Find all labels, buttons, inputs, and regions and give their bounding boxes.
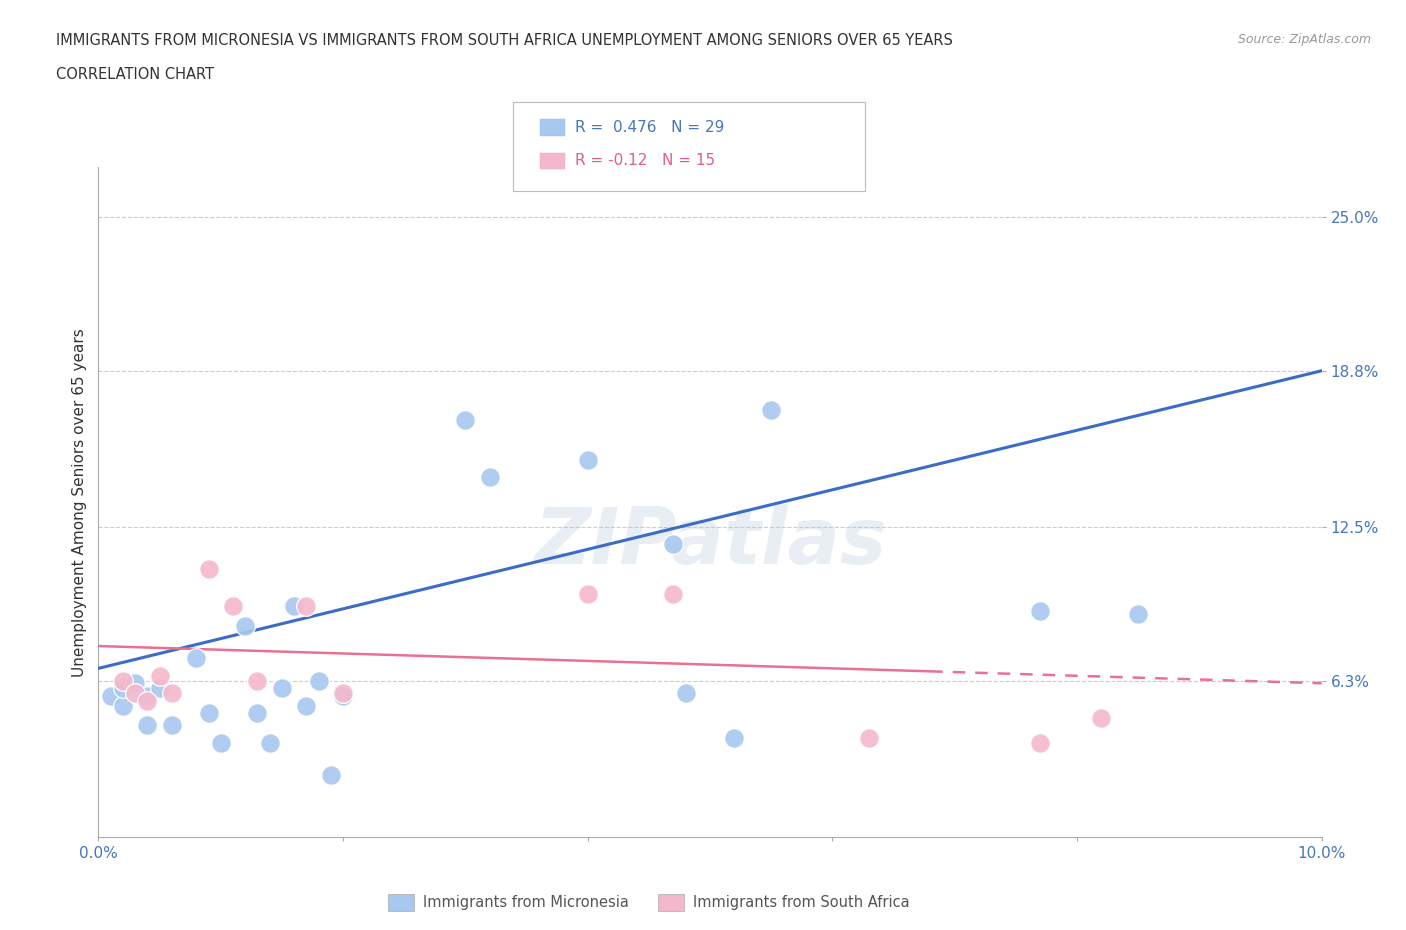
Point: [576, 587, 599, 602]
Point: [1128, 606, 1150, 621]
Point: [160, 718, 183, 733]
Point: [858, 730, 880, 745]
Point: [246, 706, 269, 721]
Point: [111, 673, 134, 688]
Point: [1090, 711, 1112, 725]
Point: [100, 688, 122, 703]
Point: [332, 685, 354, 700]
Point: [270, 681, 292, 696]
Point: [149, 681, 172, 696]
Point: [295, 599, 318, 614]
Text: CORRELATION CHART: CORRELATION CHART: [56, 67, 214, 82]
Point: [136, 693, 159, 708]
Point: [319, 767, 342, 782]
Point: [197, 706, 219, 721]
Point: [295, 698, 318, 713]
Point: [111, 681, 134, 696]
Point: [675, 685, 697, 700]
Point: [149, 669, 172, 684]
Text: ZIPatlas: ZIPatlas: [534, 504, 886, 580]
Point: [209, 736, 232, 751]
Point: [662, 587, 685, 602]
Point: [308, 673, 330, 688]
Point: [454, 413, 477, 428]
Point: [576, 453, 599, 468]
Point: [246, 673, 269, 688]
Text: IMMIGRANTS FROM MICRONESIA VS IMMIGRANTS FROM SOUTH AFRICA UNEMPLOYMENT AMONG SE: IMMIGRANTS FROM MICRONESIA VS IMMIGRANTS…: [56, 33, 953, 47]
Point: [478, 470, 501, 485]
Point: [259, 736, 281, 751]
Point: [222, 599, 245, 614]
Point: [197, 562, 219, 577]
Point: [136, 688, 159, 703]
Point: [186, 651, 208, 666]
Legend: Immigrants from Micronesia, Immigrants from South Africa: Immigrants from Micronesia, Immigrants f…: [382, 888, 915, 917]
Point: [332, 688, 354, 703]
Point: [662, 537, 685, 551]
Point: [136, 718, 159, 733]
Point: [723, 730, 745, 745]
Text: Source: ZipAtlas.com: Source: ZipAtlas.com: [1237, 33, 1371, 46]
Point: [111, 698, 134, 713]
Text: R = -0.12   N = 15: R = -0.12 N = 15: [575, 153, 716, 168]
Point: [1029, 736, 1052, 751]
Point: [283, 599, 305, 614]
Point: [1029, 604, 1052, 618]
Text: R =  0.476   N = 29: R = 0.476 N = 29: [575, 120, 724, 135]
Point: [160, 685, 183, 700]
Y-axis label: Unemployment Among Seniors over 65 years: Unemployment Among Seniors over 65 years: [72, 328, 87, 677]
Point: [124, 676, 146, 691]
Point: [124, 685, 146, 700]
Point: [233, 618, 256, 633]
Point: [759, 403, 782, 418]
